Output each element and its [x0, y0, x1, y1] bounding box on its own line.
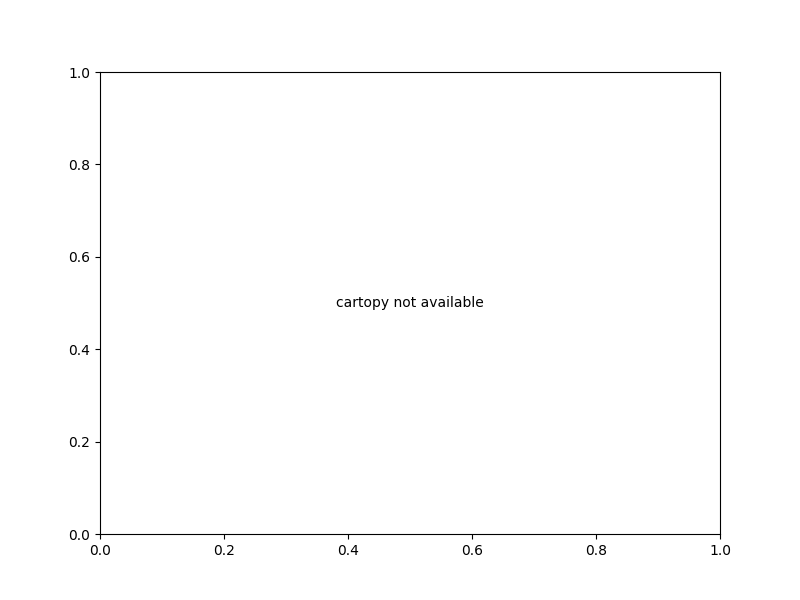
Text: cartopy not available: cartopy not available	[336, 296, 484, 310]
